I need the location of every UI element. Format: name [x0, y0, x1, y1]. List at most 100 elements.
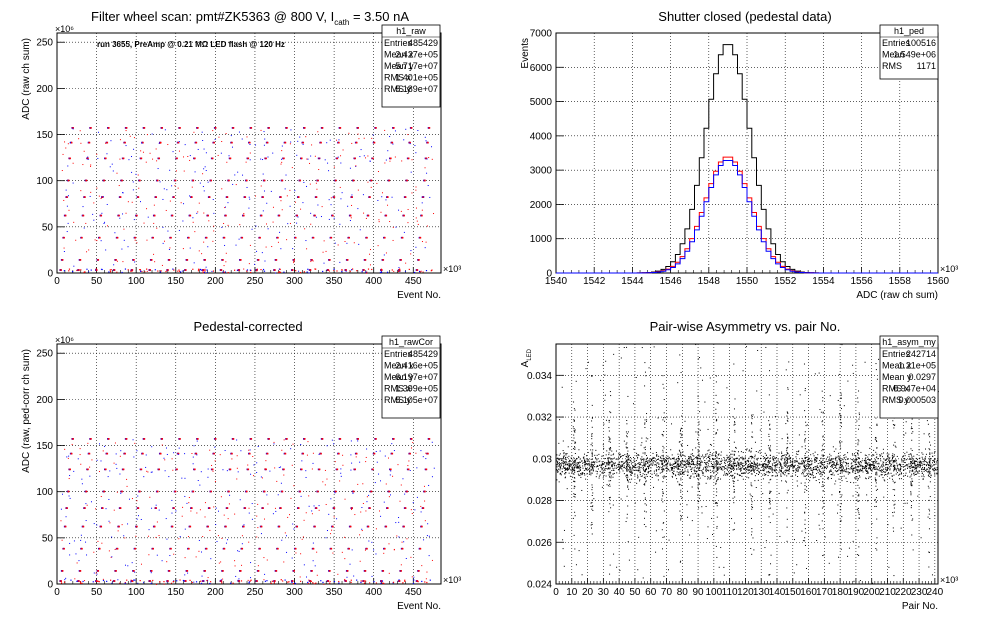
- data-point: [80, 534, 82, 536]
- data-point: [754, 480, 756, 482]
- data-point: [591, 462, 593, 464]
- data-point: [605, 462, 607, 464]
- data-point: [855, 467, 857, 469]
- data-point: [287, 516, 289, 518]
- data-point: [161, 438, 164, 440]
- data-point: [179, 271, 182, 273]
- data-point: [181, 515, 183, 517]
- data-point: [143, 476, 145, 478]
- data-point: [856, 476, 858, 478]
- data-point: [310, 223, 312, 225]
- data-point: [76, 580, 78, 582]
- data-point: [127, 201, 129, 203]
- data-point: [60, 520, 62, 522]
- data-point: [818, 468, 820, 470]
- data-point: [695, 447, 697, 449]
- data-point: [234, 174, 236, 176]
- data-point: [195, 581, 198, 583]
- data-point: [351, 549, 353, 551]
- data-point: [573, 468, 575, 470]
- data-point: [245, 161, 247, 163]
- data-point: [165, 270, 167, 273]
- data-point: [876, 463, 878, 465]
- x-tick-label: 170: [816, 587, 833, 598]
- data-point: [642, 452, 644, 454]
- data-point: [136, 518, 138, 520]
- data-point: [663, 468, 665, 470]
- data-point: [238, 578, 240, 580]
- data-point: [887, 455, 889, 457]
- data-point: [256, 462, 258, 464]
- data-point: [640, 460, 642, 462]
- data-point: [864, 459, 866, 461]
- data-point: [692, 449, 694, 451]
- data-point: [306, 576, 308, 578]
- data-point: [891, 457, 893, 459]
- data-point: [657, 479, 659, 481]
- data-point: [655, 452, 657, 454]
- data-point: [63, 236, 65, 239]
- data-point: [914, 465, 916, 467]
- data-point: [204, 259, 206, 261]
- data-point: [115, 463, 117, 465]
- data-point: [901, 461, 903, 463]
- data-point: [289, 514, 291, 516]
- data-point: [608, 472, 610, 474]
- data-point: [173, 507, 175, 509]
- data-point: [854, 464, 856, 466]
- data-point: [664, 459, 666, 461]
- data-point: [807, 456, 809, 458]
- data-point: [297, 140, 299, 142]
- data-point: [326, 142, 328, 144]
- data-point: [270, 582, 272, 584]
- data-point: [346, 242, 348, 244]
- data-point: [557, 470, 559, 472]
- data-point: [590, 449, 592, 451]
- data-point: [648, 459, 650, 461]
- data-point: [661, 463, 663, 465]
- data-point: [262, 196, 264, 198]
- y-tick-label: 0: [47, 580, 53, 591]
- data-point: [421, 202, 423, 204]
- data-point: [582, 467, 584, 469]
- data-point: [406, 179, 408, 182]
- data-point: [808, 471, 810, 473]
- data-point: [146, 239, 148, 241]
- data-point: [423, 196, 425, 198]
- data-point: [792, 459, 794, 461]
- data-point: [587, 460, 589, 462]
- data-point: [281, 539, 283, 541]
- data-point: [789, 465, 791, 467]
- data-point: [602, 455, 604, 457]
- data-point: [241, 236, 244, 239]
- data-point: [693, 469, 695, 471]
- data-point: [915, 467, 917, 469]
- data-point: [929, 465, 931, 467]
- data-point: [398, 536, 400, 538]
- data-point: [902, 455, 904, 457]
- data-point: [564, 469, 566, 471]
- data-point: [684, 468, 686, 470]
- data-point: [707, 469, 709, 471]
- data-point: [387, 457, 389, 459]
- data-point: [421, 565, 423, 567]
- data-point: [936, 472, 938, 474]
- data-point: [825, 468, 827, 470]
- data-point: [407, 209, 409, 211]
- data-point: [387, 204, 389, 206]
- data-point: [785, 462, 787, 464]
- data-point: [560, 464, 562, 466]
- data-point: [628, 459, 630, 461]
- data-point: [320, 216, 322, 218]
- data-point: [574, 461, 576, 463]
- data-point: [260, 476, 262, 478]
- data-point: [86, 268, 88, 270]
- data-point: [378, 221, 380, 223]
- data-point: [570, 457, 572, 459]
- data-point: [139, 580, 141, 582]
- data-point: [714, 463, 716, 465]
- data-point: [265, 468, 267, 471]
- data-point: [629, 469, 631, 471]
- data-point: [872, 464, 874, 466]
- data-point: [775, 469, 777, 471]
